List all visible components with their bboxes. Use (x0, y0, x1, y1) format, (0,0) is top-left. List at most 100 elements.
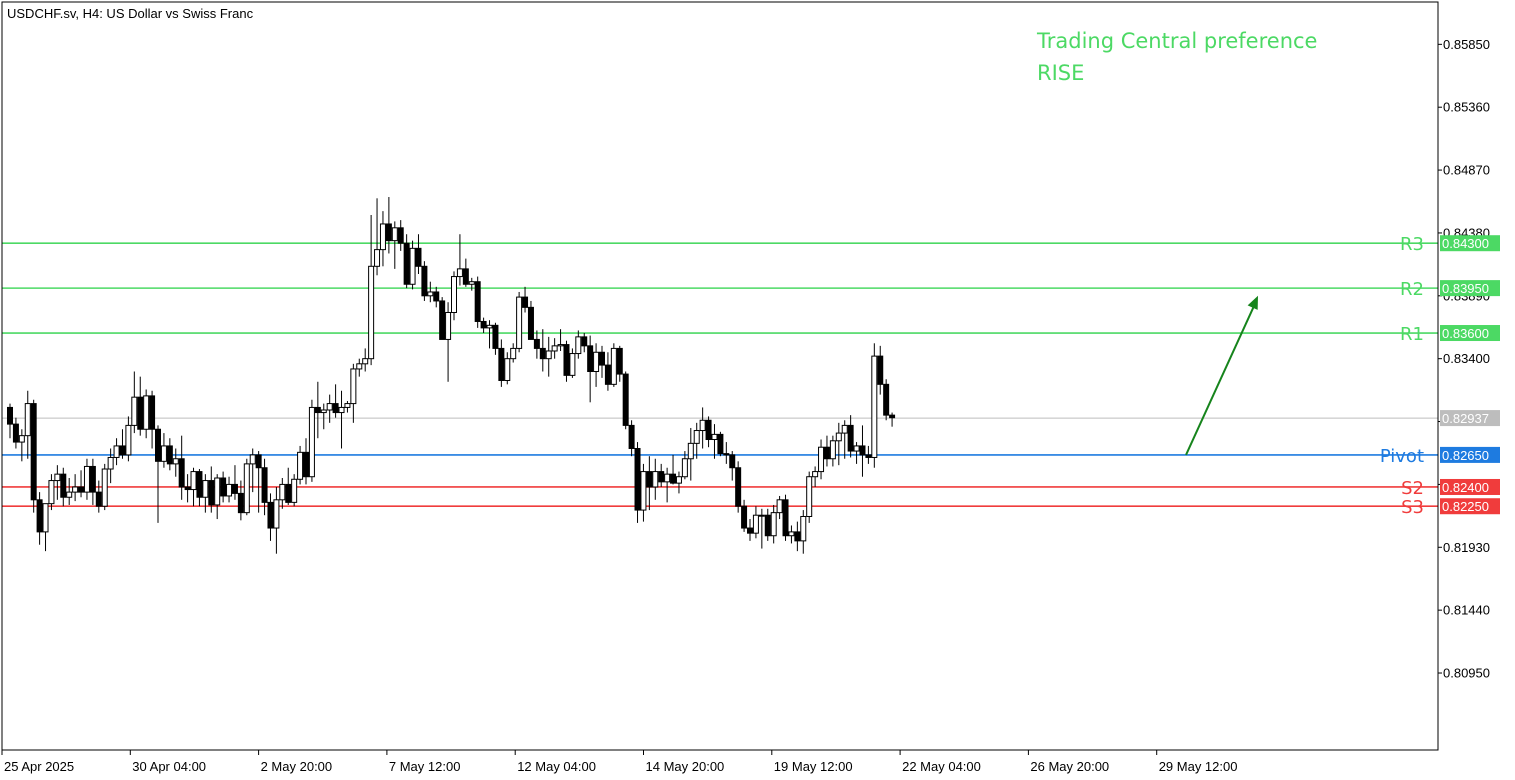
candle (681, 451, 688, 480)
level-label-s3: S3 (1401, 497, 1424, 518)
candle-body-down (220, 477, 227, 497)
candle (155, 425, 161, 523)
candle (480, 317, 487, 334)
candle (332, 384, 339, 418)
candle (818, 439, 825, 480)
candle-body-up (835, 432, 842, 442)
candle (308, 399, 315, 482)
candle-body-down (303, 451, 309, 478)
candle-body-up (752, 514, 759, 534)
candle (563, 340, 570, 382)
preference-value: RISE (1037, 61, 1084, 85)
candle-body-up (409, 247, 416, 285)
candle (539, 329, 546, 372)
candle (72, 474, 79, 502)
candle (581, 333, 588, 353)
candle (220, 471, 227, 503)
candle (729, 451, 736, 481)
candle-body-up (557, 344, 564, 347)
candle (36, 492, 43, 545)
candle (415, 234, 422, 274)
level-label-r1: R1 (1400, 324, 1424, 345)
candle (113, 438, 120, 466)
candle (18, 429, 25, 462)
chart-title: USDCHF.sv, H4: US Dollar vs Swiss Franc (7, 6, 254, 21)
candle-body-up (545, 350, 552, 360)
candle (320, 403, 327, 430)
candle (350, 363, 357, 423)
candle (273, 486, 280, 554)
candle-body-down (877, 355, 884, 385)
candle-body-up (101, 468, 108, 507)
x-tick-label: 2 May 20:00 (261, 759, 333, 774)
candle (616, 345, 623, 382)
candle (297, 445, 304, 485)
candle (249, 448, 256, 493)
candle-body-up (350, 368, 357, 405)
candle-body-up (456, 268, 463, 278)
candle (498, 339, 505, 387)
x-tick-label: 25 Apr 2025 (4, 759, 74, 774)
candle (711, 424, 718, 459)
candle (693, 422, 700, 459)
candle (794, 521, 801, 552)
candle (166, 438, 173, 471)
candle (119, 429, 126, 459)
candle (664, 467, 671, 503)
candle-body-up (297, 451, 304, 480)
candle-body-down (883, 383, 890, 416)
candle-body-down (527, 306, 534, 340)
candle (131, 371, 138, 434)
candle (172, 448, 179, 477)
candle-body-down (859, 445, 866, 456)
candle-body-down (717, 433, 724, 455)
candle (125, 416, 132, 462)
trend-arrow-shaft (1185, 303, 1256, 456)
candle (356, 358, 363, 377)
candle-body-up (66, 491, 73, 498)
candle (800, 510, 807, 554)
candle (101, 463, 108, 511)
level-label-pivot: Pivot (1380, 446, 1424, 467)
y-tick-label: 0.81930 (1443, 540, 1490, 555)
candle (468, 277, 475, 291)
x-tick-label: 30 Apr 04:00 (132, 759, 206, 774)
candle (877, 345, 884, 395)
candle-body-up (291, 478, 298, 503)
candle (255, 451, 262, 513)
level-badge-r2-text: 0.83950 (1442, 281, 1489, 296)
candle-body-up (569, 353, 576, 376)
candle (267, 493, 274, 541)
candle (812, 466, 819, 487)
candle-body-up (214, 477, 221, 506)
candle-body-down (747, 527, 753, 534)
candle (522, 286, 529, 313)
candle-body-down (433, 291, 440, 302)
candle (385, 197, 392, 254)
candle (208, 466, 215, 513)
candle-body-down (539, 347, 546, 360)
candle-body-up (664, 473, 671, 483)
candle-body-up (675, 476, 682, 484)
preference-label: Trading Central preference (1036, 29, 1317, 53)
candle-body-up (320, 409, 327, 414)
candle (889, 412, 896, 427)
candle (54, 465, 61, 500)
candle (397, 220, 404, 251)
candle-body-up (24, 403, 31, 437)
candle (379, 211, 386, 267)
candle-body-down (155, 428, 161, 462)
candle-body-up (788, 531, 795, 537)
candle (841, 420, 848, 459)
plot-frame (1, 1, 1439, 751)
candle (314, 381, 321, 439)
x-tick-label: 26 May 20:00 (1030, 759, 1109, 774)
candle (409, 240, 416, 290)
candle (747, 519, 753, 541)
candle-body-up (18, 435, 25, 443)
candle-body-down (474, 281, 481, 322)
candle (835, 422, 842, 466)
candle (30, 399, 37, 513)
candle (687, 427, 694, 481)
candle-body-up (226, 483, 233, 497)
